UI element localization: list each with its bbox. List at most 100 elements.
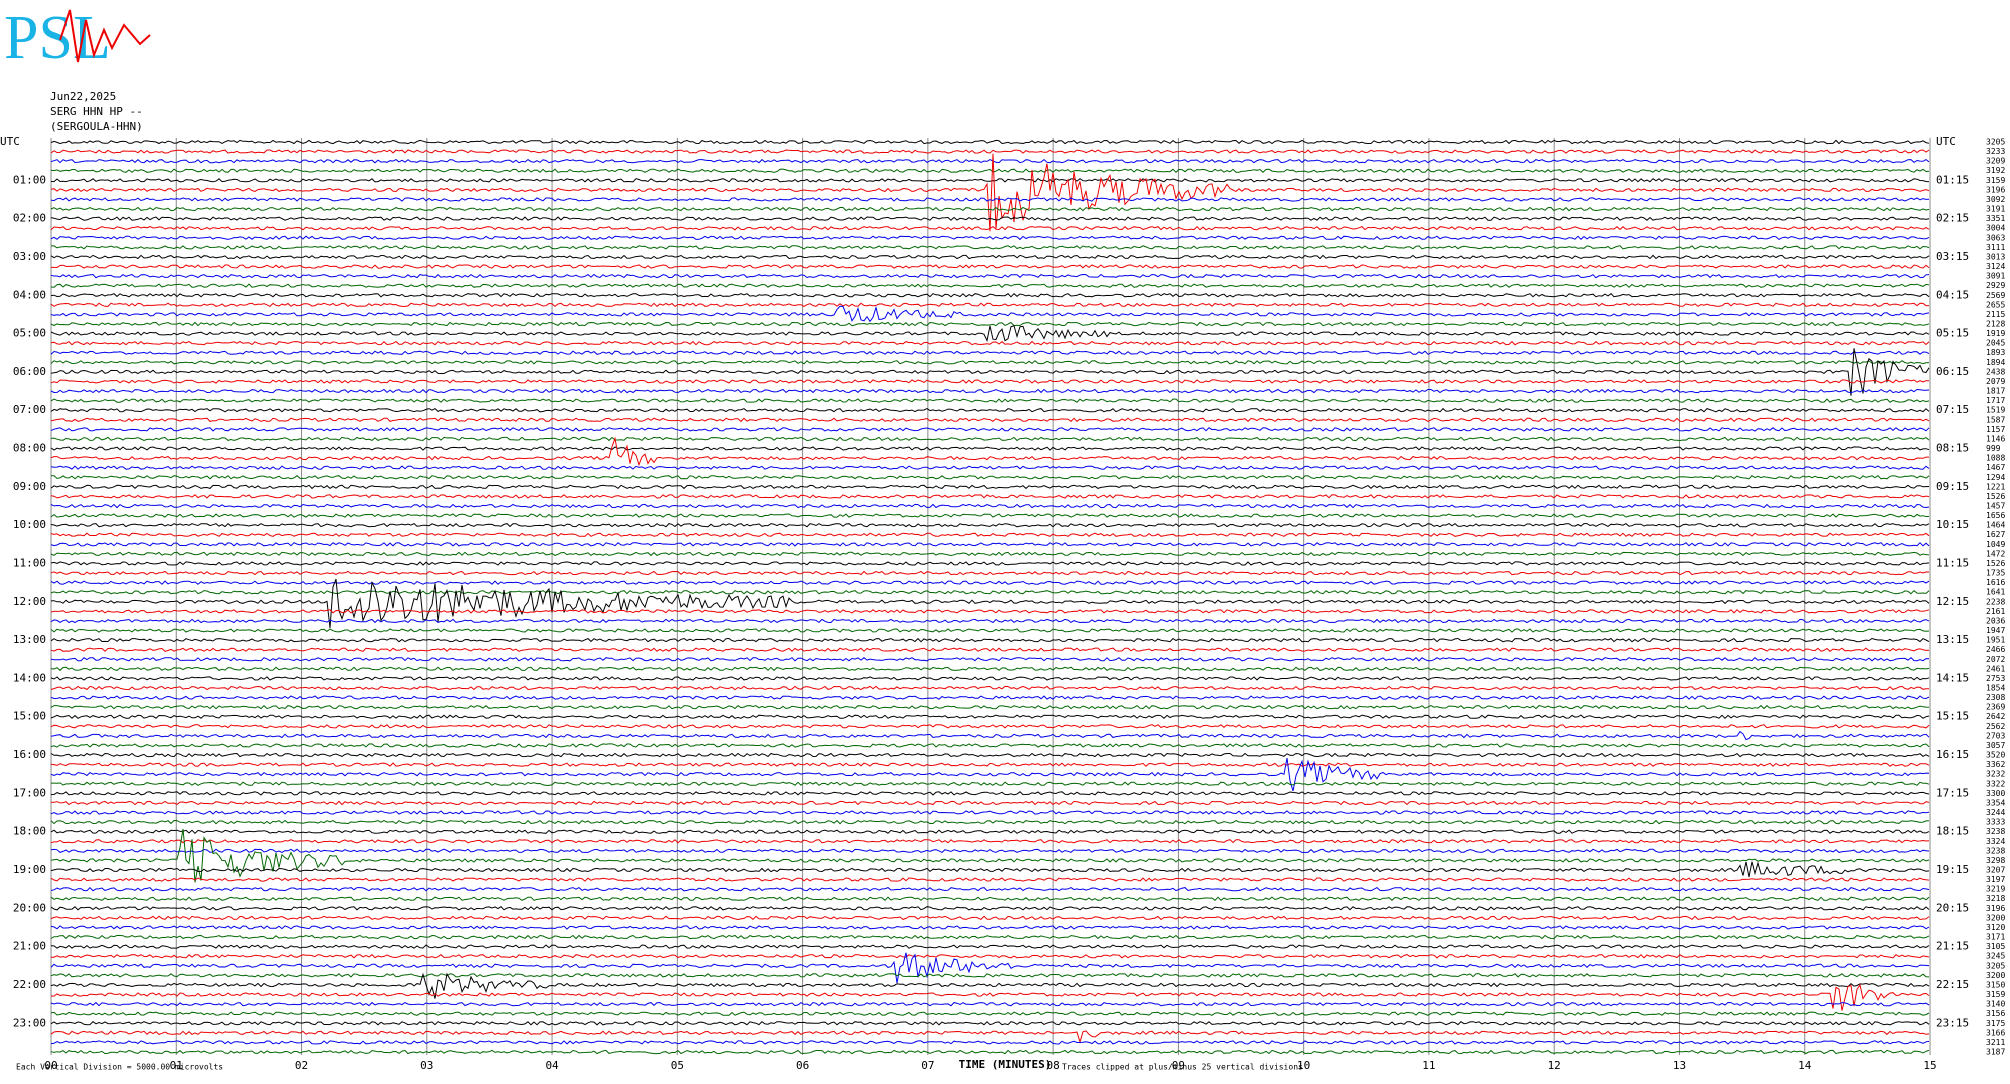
trace-value: 2642 [1986, 712, 2005, 721]
trace [50, 609, 1930, 614]
footer-right: Traces clipped at plus/minus 25 vertical… [1062, 1063, 1303, 1072]
trace [50, 758, 1930, 792]
trace-value: 3200 [1986, 971, 2005, 980]
x-tick-label: 06 [796, 1059, 809, 1072]
trace-value: 1294 [1986, 473, 2005, 482]
trace-value: 3244 [1986, 808, 2005, 817]
trace-value: 1951 [1986, 636, 2005, 645]
trace-value: 3197 [1986, 875, 2005, 884]
trace [51, 474, 1930, 480]
trace [50, 973, 1930, 978]
x-tick-label: 12 [1548, 1059, 1561, 1072]
left-label: 12:00 [13, 595, 46, 608]
right-label: 16:15 [1936, 748, 1969, 761]
trace-value: 3196 [1986, 185, 2005, 194]
trace [50, 819, 1930, 825]
trace-value: 1049 [1986, 540, 2005, 549]
trace-value: 3238 [1986, 827, 2005, 836]
trace-value: 1641 [1986, 588, 2005, 597]
trace-value: 3218 [1986, 894, 2005, 903]
right-label: 15:15 [1936, 710, 1969, 723]
trace-value: 3209 [1986, 157, 2005, 166]
trace-value: 2562 [1986, 722, 2005, 731]
x-tick-label: 09 [1172, 1059, 1185, 1072]
right-label: 03:15 [1936, 250, 1969, 263]
trace [50, 762, 1930, 767]
trace [50, 695, 1930, 700]
trace-value: 1947 [1986, 626, 2005, 635]
right-label: 05:15 [1936, 327, 1969, 340]
x-tick-label: 02 [295, 1059, 308, 1072]
right-label: 23:15 [1936, 1016, 1969, 1029]
left-label: 09:00 [13, 480, 46, 493]
trace-value: 2703 [1986, 731, 2005, 740]
trace [50, 388, 1930, 394]
trace-value: 2036 [1986, 616, 2005, 625]
x-tick-label: 14 [1798, 1059, 1812, 1072]
trace [50, 877, 1930, 882]
left-label: 14:00 [13, 671, 46, 684]
trace-value: 1817 [1986, 387, 2005, 396]
right-label: 18:15 [1936, 825, 1969, 838]
trace-value: 3171 [1986, 933, 2005, 942]
trace [50, 828, 1930, 883]
trace-value: 2438 [1986, 367, 2005, 376]
trace-value: 3333 [1986, 818, 2005, 827]
left-label: 19:00 [13, 863, 46, 876]
logo-text: PSL [4, 4, 111, 72]
right-label: 11:15 [1936, 556, 1969, 569]
trace [50, 178, 1930, 183]
right-label: 08:15 [1936, 442, 1969, 455]
trace-value: 3520 [1986, 751, 2005, 760]
trace [50, 925, 1930, 930]
trace [50, 379, 1929, 384]
trace-value: 2161 [1986, 607, 2005, 616]
right-label: 12:15 [1936, 595, 1969, 608]
logo-wave [59, 9, 151, 63]
trace-value: 2753 [1986, 674, 2005, 683]
right-label: 06:15 [1936, 365, 1969, 378]
trace [50, 407, 1930, 413]
right-label: 17:15 [1936, 786, 1969, 799]
trace [50, 1011, 1930, 1016]
trace [50, 578, 1930, 629]
trace-value: 3166 [1986, 1028, 2005, 1037]
trace-value: 3300 [1986, 789, 2005, 798]
left-label: 03:00 [13, 250, 46, 263]
trace-value: 3324 [1986, 837, 2005, 846]
trace-value: 3298 [1986, 856, 2005, 865]
trace [50, 829, 1930, 835]
trace-value: 3004 [1986, 224, 2005, 233]
right-label: 13:15 [1936, 633, 1969, 646]
trace [50, 465, 1930, 470]
trace [50, 350, 1930, 355]
footer-left: Each Vertical Division = 5000.00 microvo… [16, 1063, 223, 1072]
trace [50, 235, 1930, 241]
trace [50, 522, 1930, 528]
trace-value: 2929 [1986, 281, 2005, 290]
trace-value: 2238 [1986, 597, 2005, 606]
trace-value: 2115 [1986, 310, 2005, 319]
trace [50, 532, 1930, 537]
trace-value: 3057 [1986, 741, 2005, 750]
left-label: 06:00 [13, 365, 46, 378]
trace [50, 628, 1930, 633]
trace-value: 3124 [1986, 262, 2005, 271]
trace [50, 494, 1930, 499]
trace-value: 1519 [1986, 406, 2005, 415]
trace [50, 839, 1930, 844]
trace [50, 580, 1930, 585]
trace [50, 348, 1930, 396]
trace [50, 149, 1930, 154]
left-label: UTC [0, 135, 20, 148]
trace [50, 791, 1930, 796]
trace-value: 3159 [1986, 176, 2005, 185]
trace-value: 3219 [1986, 885, 2005, 894]
trace [50, 589, 1930, 595]
trace-value: 3091 [1986, 272, 2005, 281]
trace [50, 944, 1930, 949]
trace-value: 999 [1986, 444, 2001, 453]
trace-value: 3150 [1986, 980, 2005, 989]
trace-value: 2072 [1986, 655, 2005, 664]
trace-value: 3354 [1986, 798, 2005, 807]
